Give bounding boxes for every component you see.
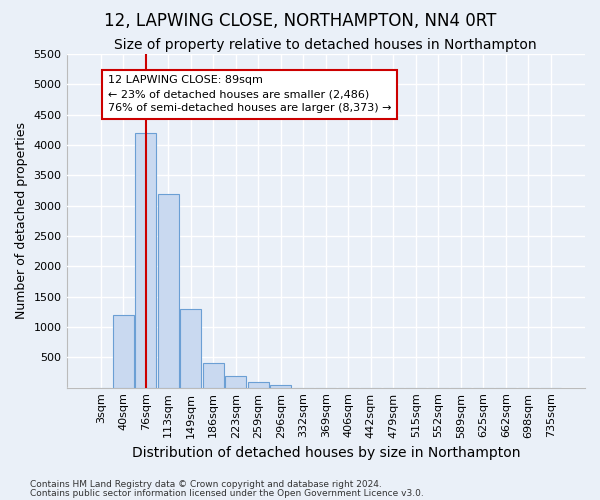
Text: 12, LAPWING CLOSE, NORTHAMPTON, NN4 0RT: 12, LAPWING CLOSE, NORTHAMPTON, NN4 0RT [104, 12, 496, 30]
Bar [158, 194, 179, 388]
Bar [180, 309, 202, 388]
X-axis label: Distribution of detached houses by size in Northampton: Distribution of detached houses by size … [131, 446, 520, 460]
Title: Size of property relative to detached houses in Northampton: Size of property relative to detached ho… [115, 38, 537, 52]
Bar [225, 376, 247, 388]
Text: 12 LAPWING CLOSE: 89sqm
← 23% of detached houses are smaller (2,486)
76% of semi: 12 LAPWING CLOSE: 89sqm ← 23% of detache… [107, 76, 391, 114]
Bar [203, 364, 224, 388]
Bar [270, 384, 292, 388]
Text: Contains public sector information licensed under the Open Government Licence v3: Contains public sector information licen… [30, 488, 424, 498]
Y-axis label: Number of detached properties: Number of detached properties [15, 122, 28, 320]
Bar [248, 382, 269, 388]
Bar [113, 315, 134, 388]
Text: Contains HM Land Registry data © Crown copyright and database right 2024.: Contains HM Land Registry data © Crown c… [30, 480, 382, 489]
Bar [135, 133, 157, 388]
